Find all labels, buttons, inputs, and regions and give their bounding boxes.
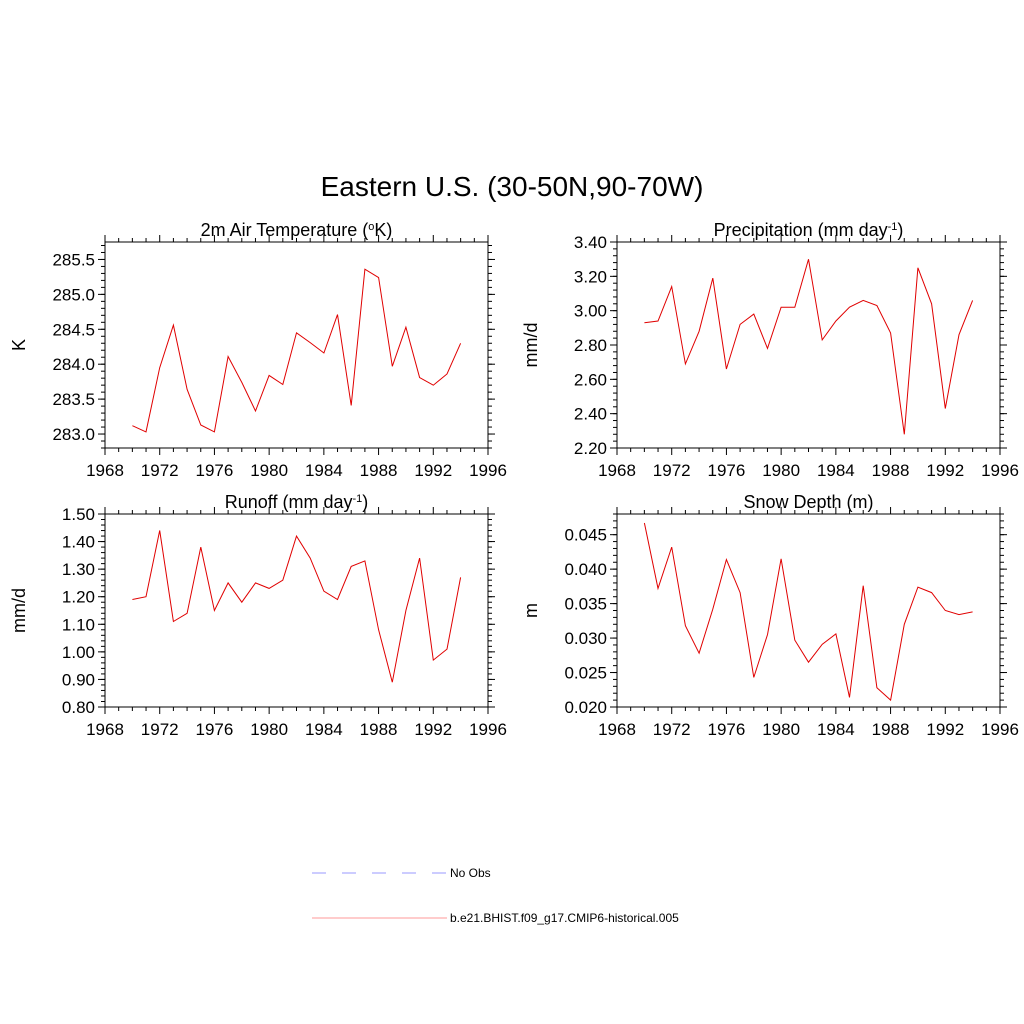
- runoff-ylabel: mm/d: [9, 588, 29, 633]
- air-temperature-title: 2m Air Temperature (oK): [201, 220, 393, 240]
- runoff-xtick-label: 1992: [414, 720, 452, 739]
- precipitation-ytick-label: 3.00: [574, 302, 607, 321]
- air-temperature-xtick-label: 1976: [196, 461, 234, 480]
- precipitation-ytick-label: 3.40: [574, 233, 607, 252]
- runoff-plot-frame: [104, 513, 489, 708]
- runoff-xtick-label: 1972: [141, 720, 179, 739]
- runoff-xtick-label: 1988: [360, 720, 398, 739]
- air-temperature-xtick-label: 1992: [414, 461, 452, 480]
- runoff-xtick-label: 1984: [305, 720, 343, 739]
- snow-depth-series-line: [643, 522, 973, 702]
- precipitation-xtick-label: 1984: [817, 461, 855, 480]
- air-temperature-ytick-label: 283.5: [52, 390, 95, 409]
- panel-snow-depth: Snow Depth (m) m 1968 1972 1976 1980 1984 1988 1…: [521, 492, 1019, 739]
- runoff-ytick-label: 1.50: [62, 505, 95, 524]
- snow-depth-plot-frame: [616, 513, 1001, 708]
- air-temperature-series-line: [132, 268, 462, 433]
- snow-depth-ytick-label: 0.025: [564, 664, 607, 683]
- precipitation-xtick-label: 1980: [762, 461, 800, 480]
- snow-depth-title: Snow Depth (m): [743, 492, 873, 512]
- air-temperature-ytick-label: 284.0: [52, 355, 95, 374]
- air-temperature-xtick-label: 1972: [141, 461, 179, 480]
- snow-depth-ytick-label: 0.030: [564, 629, 607, 648]
- air-temperature-xtick-label: 1984: [305, 461, 343, 480]
- precipitation-title: Precipitation (mm day-1): [714, 220, 904, 240]
- air-temperature-ytick-label: 283.0: [52, 425, 95, 444]
- air-temperature-ylabel: K: [9, 339, 29, 351]
- air-temperature-ytick-label: 284.5: [52, 320, 95, 339]
- runoff-xtick-label: 1968: [86, 720, 124, 739]
- legend-label-model: b.e21.BHIST.f09_g17.CMIP6-historical.005: [450, 911, 679, 925]
- snow-depth-xtick-label: 1976: [708, 720, 746, 739]
- precipitation-ytick-label: 3.20: [574, 267, 607, 286]
- precipitation-xtick-label: 1976: [708, 461, 746, 480]
- runoff-ytick-label: 1.10: [62, 615, 95, 634]
- precipitation-ytick-label: 2.80: [574, 336, 607, 355]
- runoff-series-line: [132, 530, 462, 683]
- runoff-title: Runoff (mm day-1): [225, 492, 369, 512]
- runoff-ytick-label: 0.80: [62, 698, 95, 717]
- precipitation-series-line: [644, 259, 974, 435]
- panel-air-temperature: 2m Air Temperature (oK) K 1968 1972 1976 1980…: [9, 220, 507, 480]
- panel-runoff: Runoff (mm day-1) mm/d 1968 1972 1976 1980 198…: [9, 492, 507, 739]
- precipitation-xtick-label: 1988: [872, 461, 910, 480]
- runoff-xtick-label: 1980: [250, 720, 288, 739]
- snow-depth-ytick-label: 0.045: [564, 526, 607, 545]
- precipitation-xtick-label: 1996: [981, 461, 1019, 480]
- snow-depth-xtick-label: 1996: [981, 720, 1019, 739]
- snow-depth-ylabel: m: [521, 603, 541, 618]
- runoff-ytick-label: 1.30: [62, 560, 95, 579]
- air-temperature-xtick-label: 1968: [86, 461, 124, 480]
- snow-depth-xtick-label: 1992: [926, 720, 964, 739]
- precipitation-xtick-label: 1968: [598, 461, 636, 480]
- snow-depth-xtick-label: 1972: [653, 720, 691, 739]
- air-temperature-ytick-label: 285.5: [52, 250, 95, 269]
- runoff-xtick-label: 1996: [469, 720, 507, 739]
- precipitation-plot-frame: [616, 241, 1001, 449]
- snow-depth-xtick-label: 1980: [762, 720, 800, 739]
- runoff-xtick-label: 1976: [196, 720, 234, 739]
- legend-label-no-obs: No Obs: [450, 866, 491, 880]
- snow-depth-xtick-label: 1984: [817, 720, 855, 739]
- panel-precipitation: Precipitation (mm day-1) mm/d 1968 1972 1976…: [521, 220, 1019, 480]
- precipitation-ylabel: mm/d: [521, 323, 541, 368]
- air-temperature-xtick-label: 1980: [250, 461, 288, 480]
- air-temperature-plot-frame: [104, 241, 489, 449]
- snow-depth-ytick-label: 0.040: [564, 560, 607, 579]
- air-temperature-xtick-label: 1996: [469, 461, 507, 480]
- precipitation-xtick-label: 1992: [926, 461, 964, 480]
- runoff-ytick-label: 1.00: [62, 643, 95, 662]
- precipitation-xtick-label: 1972: [653, 461, 691, 480]
- runoff-ytick-label: 0.90: [62, 670, 95, 689]
- snow-depth-xtick-label: 1968: [598, 720, 636, 739]
- snow-depth-ytick-label: 0.035: [564, 595, 607, 614]
- snow-depth-xtick-label: 1988: [872, 720, 910, 739]
- runoff-ytick-label: 1.20: [62, 588, 95, 607]
- precipitation-ytick-label: 2.40: [574, 405, 607, 424]
- legend: No Obs b.e21.BHIST.f09_g17.CMIP6-histori…: [312, 866, 679, 925]
- air-temperature-xtick-label: 1988: [360, 461, 398, 480]
- figure-title: Eastern U.S. (30-50N,90-70W): [321, 171, 704, 202]
- precipitation-ytick-label: 2.20: [574, 439, 607, 458]
- snow-depth-ytick-label: 0.020: [564, 698, 607, 717]
- air-temperature-ytick-label: 285.0: [52, 285, 95, 304]
- runoff-ytick-label: 1.40: [62, 533, 95, 552]
- precipitation-ytick-label: 2.60: [574, 370, 607, 389]
